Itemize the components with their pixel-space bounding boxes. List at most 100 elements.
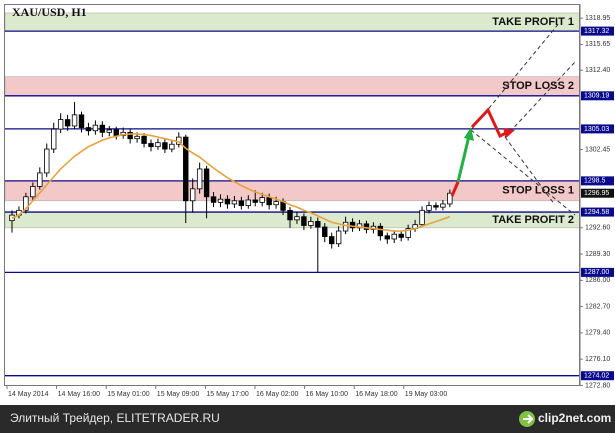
- logo-arrow: [523, 414, 534, 424]
- arrow-head: [503, 128, 515, 138]
- candle-body: [44, 148, 50, 174]
- projection-red: [470, 107, 509, 139]
- level-tag: [581, 91, 614, 101]
- x-tick-label: 14 May 2014: [8, 391, 49, 398]
- last-price-tag: [581, 188, 614, 198]
- level-tag: [581, 207, 614, 217]
- candle-body: [342, 221, 349, 232]
- footer-watermark: clip2net.com: [538, 411, 611, 425]
- x-tick-label: 14 May 16:00: [58, 391, 101, 398]
- candle-body: [92, 124, 99, 132]
- candle-body: [57, 119, 64, 130]
- candle-body: [426, 205, 432, 211]
- candle-body: [162, 142, 168, 150]
- y-tick-label: 1302.45: [585, 146, 610, 153]
- footer-source: Элитный Трейдер, ELITETRADER.RU: [10, 411, 220, 425]
- candle-body: [252, 199, 258, 203]
- candle-body: [398, 233, 404, 238]
- candle-body: [217, 198, 224, 203]
- moving-average: [11, 133, 451, 232]
- candle-body: [64, 119, 71, 127]
- candle-body: [196, 168, 203, 190]
- level-tag-label: 1305.03: [584, 126, 609, 133]
- candle-body: [141, 135, 147, 144]
- candle-body: [71, 114, 78, 127]
- candle-body: [155, 142, 161, 148]
- x-tick-label: 15 May 01:00: [107, 391, 150, 398]
- x-tick-label: 15 May 17:00: [206, 391, 249, 398]
- level-tag: [581, 176, 614, 186]
- y-tick-label: 1289.30: [585, 251, 610, 258]
- projection-dash: [504, 136, 556, 206]
- candle-body: [259, 197, 265, 203]
- candle-body: [210, 196, 217, 203]
- y-tick-label: 1282.70: [585, 303, 610, 310]
- candle-body: [245, 199, 251, 206]
- candle-body: [419, 209, 425, 226]
- y-tick-label: 1315.65: [585, 41, 610, 48]
- candle-body: [391, 233, 397, 240]
- y-tick-label: 1279.40: [585, 330, 610, 337]
- candle-body: [335, 230, 342, 245]
- projection-red: [450, 181, 460, 197]
- level-tag: [581, 267, 614, 277]
- level-tag-label: 1309.19: [584, 93, 609, 100]
- candle-body: [273, 201, 279, 206]
- arrow-head: [464, 127, 474, 141]
- projection-dash: [504, 61, 576, 138]
- candle-body: [183, 136, 189, 202]
- candle-body: [113, 129, 119, 136]
- candle-body: [363, 223, 370, 230]
- candle-body: [99, 124, 106, 133]
- level-tag-label: 1298.5: [584, 178, 606, 185]
- projection-dash: [470, 129, 576, 216]
- candle-body: [224, 198, 231, 205]
- candle-body: [78, 114, 85, 128]
- candle-body: [287, 209, 293, 221]
- axis: 1318.95 1315.65 1312.40 1302.45 1292.60 1289.…: [6, 15, 614, 398]
- candle-body: [127, 131, 133, 140]
- zone-label: TAKE PROFIT 1: [492, 16, 574, 28]
- candle-body: [169, 143, 175, 150]
- candle-body: [447, 192, 453, 205]
- candle-body: [238, 200, 245, 206]
- candle-body: [203, 168, 210, 198]
- candle-body: [37, 172, 43, 187]
- x-tick-label: 16 May 02:00: [256, 391, 299, 398]
- candle-body: [30, 186, 36, 198]
- level-tag: [581, 26, 614, 36]
- candle-body: [301, 216, 307, 226]
- chart-title: XAU/USD, H1: [12, 5, 87, 19]
- footer-bar: [0, 405, 615, 433]
- level-tag-label: 1287.00: [584, 269, 609, 276]
- y-tick-label: 1318.95: [585, 15, 610, 22]
- projection: [450, 21, 576, 216]
- level-tag-label: 1274.02: [584, 373, 609, 380]
- zone-label: STOP LOSS 2: [502, 80, 574, 92]
- candle-body: [266, 197, 272, 206]
- level-tag: [581, 124, 614, 134]
- candle-body: [433, 205, 439, 208]
- candle-body: [23, 196, 29, 211]
- candle-body: [189, 188, 196, 202]
- background: [0, 0, 615, 405]
- y-tick-label: 1276.10: [585, 356, 610, 363]
- candle-body: [231, 200, 238, 205]
- candle-body: [85, 127, 92, 132]
- y-tick-label: 1272.80: [585, 382, 610, 389]
- candles: [9, 102, 453, 273]
- candle-body: [384, 235, 390, 240]
- zone-label: TAKE PROFIT 2: [492, 214, 574, 226]
- y-tick-label: 1286.00: [585, 277, 610, 284]
- level-tag-label: 1294.58: [584, 209, 609, 216]
- zone-label: STOP LOSS 1: [502, 185, 574, 197]
- candle-body: [294, 216, 300, 221]
- level-tag: [581, 371, 614, 381]
- zone: [4, 180, 581, 202]
- candle-body: [405, 228, 411, 238]
- y-tick-label: 1292.60: [585, 225, 610, 232]
- x-tick-label: 16 May 10:00: [306, 391, 349, 398]
- candle-body: [349, 221, 356, 229]
- candle-body: [315, 221, 321, 228]
